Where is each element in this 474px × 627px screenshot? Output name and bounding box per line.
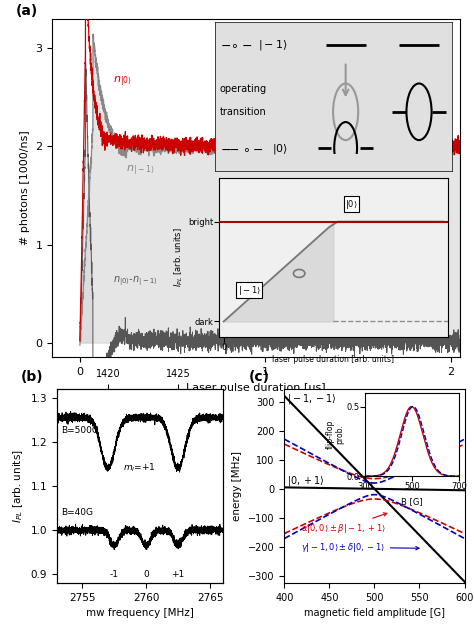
Text: $n_{|0\rangle}$-$n_{|-1\rangle}$: $n_{|0\rangle}$-$n_{|-1\rangle}$ — [113, 274, 158, 288]
Y-axis label: # photons [1000/ns]: # photons [1000/ns] — [20, 130, 30, 246]
Text: $n_{|0\rangle}$: $n_{|0\rangle}$ — [113, 75, 132, 88]
Y-axis label: $I_{PL}$ [arb. units]: $I_{PL}$ [arb. units] — [11, 449, 25, 523]
Text: $n_{|-1\rangle}$: $n_{|-1\rangle}$ — [126, 163, 155, 177]
Text: B=40G: B=40G — [61, 508, 93, 517]
Text: $|0,+1\rangle$: $|0,+1\rangle$ — [287, 474, 325, 488]
Y-axis label: energy [MHz]: energy [MHz] — [233, 451, 243, 521]
Text: 0: 0 — [143, 571, 149, 579]
Text: (c): (c) — [248, 370, 269, 384]
X-axis label: mw frequency [MHz]: mw frequency [MHz] — [86, 608, 194, 618]
X-axis label: Laser pulse duration [μs]: Laser pulse duration [μs] — [186, 382, 326, 393]
Text: (a): (a) — [16, 4, 38, 18]
X-axis label: magnetic field amplitude [G]: magnetic field amplitude [G] — [304, 608, 445, 618]
Text: $\alpha|0,0\rangle \pm \beta|-1,+1\rangle$: $\alpha|0,0\rangle \pm \beta|-1,+1\rangl… — [301, 513, 387, 535]
Text: B=500G: B=500G — [61, 426, 99, 435]
Text: (b): (b) — [20, 370, 43, 384]
Text: +1: +1 — [172, 571, 185, 579]
Text: $|-1,-1\rangle$: $|-1,-1\rangle$ — [287, 393, 337, 406]
Text: $\gamma|-1,0\rangle \pm \delta|0,-1\rangle$: $\gamma|-1,0\rangle \pm \delta|0,-1\rang… — [301, 540, 419, 554]
Text: $m_I$=+1: $m_I$=+1 — [123, 461, 156, 474]
Text: -1: -1 — [110, 571, 119, 579]
